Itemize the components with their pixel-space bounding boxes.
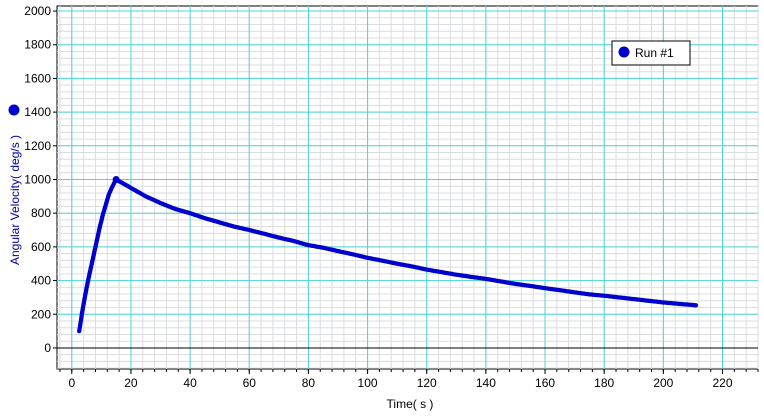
data-point-peak [112,175,120,183]
y-tick-label: 1000 [24,172,51,186]
x-tick-label: 200 [653,376,673,390]
y-tick-label: 0 [44,341,51,355]
x-tick-label: 60 [243,376,257,390]
y-tick-label: 800 [31,206,51,220]
x-tick-label: 40 [183,376,197,390]
x-tick-label: 0 [68,376,75,390]
series-run-1 [77,175,699,334]
legend-marker [618,46,630,58]
y-axis-series-marker [8,104,20,116]
x-tick-label: 120 [417,376,437,390]
y-axis-title: Angular Velocity( deg/s ) [8,135,22,265]
y-tick-label: 400 [31,274,51,288]
y-tick-label: 1600 [24,71,51,85]
x-tick-label: 180 [594,376,614,390]
major-grid [57,6,758,369]
x-tick-labels: 0 20 40 60 80 100 120 140 160 180 200 220 [59,369,759,390]
y-tick-label: 200 [31,307,51,321]
y-tick-label: 1400 [24,105,51,119]
x-tick-label: 100 [358,376,378,390]
y-tick-label: 600 [31,240,51,254]
y-tick-label: 2000 [24,4,51,18]
data-point [693,303,699,308]
plot-area [56,5,759,370]
x-tick-label: 140 [476,376,496,390]
legend: Run #1 [611,40,691,66]
y-tick-labels: 0 200 400 600 800 1000 1200 1400 1600 1800 2000 [24,4,57,355]
y-tick-label: 1200 [24,139,51,153]
x-tick-label: 220 [712,376,732,390]
x-tick-label: 20 [124,376,138,390]
legend-label: Run #1 [635,46,674,60]
x-tick-label: 80 [302,376,316,390]
y-tick-label: 1800 [24,38,51,52]
x-axis-title: Time( s ) [387,397,434,411]
x-tick-label: 160 [535,376,555,390]
